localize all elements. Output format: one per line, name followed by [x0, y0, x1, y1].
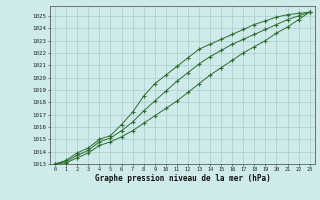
X-axis label: Graphe pression niveau de la mer (hPa): Graphe pression niveau de la mer (hPa) [94, 174, 270, 183]
